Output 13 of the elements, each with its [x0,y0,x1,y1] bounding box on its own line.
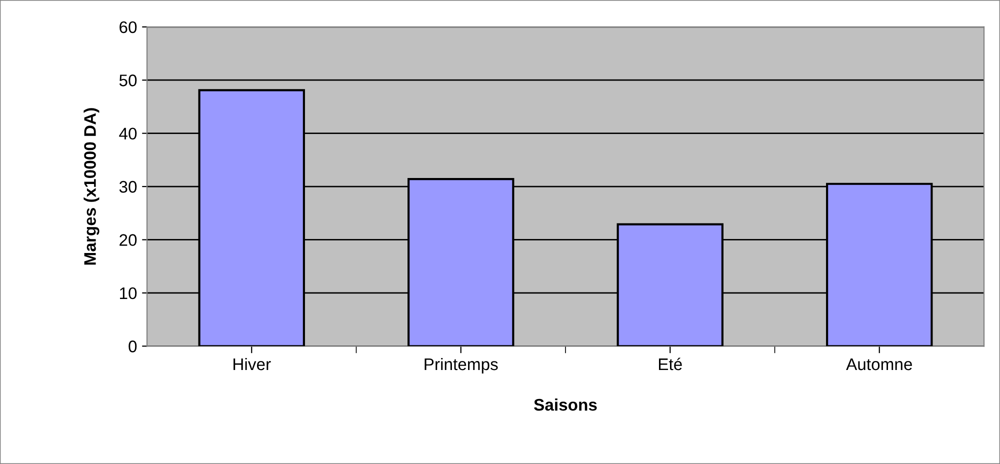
y-tick-label: 10 [120,287,137,300]
y-tick-label: 30 [119,180,137,193]
x-axis-title: Saisons [534,398,597,411]
x-tick-label: Automne [846,358,912,370]
x-tick-label: Hiver [234,358,271,370]
y-tick-label: 20 [120,234,137,246]
x-tick-label: Printemps [424,358,498,374]
x-tick-label: Eté [658,358,682,370]
y-tick-label: 0 [128,340,137,352]
y-tick-label: 60 [120,21,137,34]
y-tick-label: 50 [119,74,137,86]
y-axis-title: Marges (x10000 DA) [84,108,100,265]
y-tick-label: 40 [119,128,137,140]
